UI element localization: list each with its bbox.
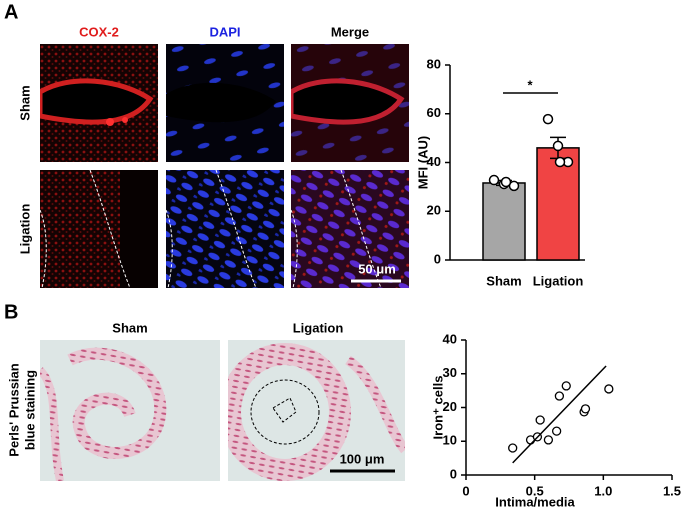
scale-bar-label: 50 μm [358,261,396,276]
column-header: COX-2 [79,24,119,39]
y-tick-label: 10 [443,433,457,448]
data-point [543,435,554,445]
data-point [500,176,512,188]
y-tick-label: 0 [450,466,457,481]
micrograph [228,340,405,481]
data-point [580,404,591,414]
y-tick-label: 80 [427,56,441,71]
micrograph [166,44,284,162]
y-tick-label: 0 [434,251,441,266]
data-point [554,156,566,168]
x-tick-label: 0.5 [526,483,544,498]
column-header: DAPI [209,24,240,39]
panel-label: A [4,1,18,23]
column-header: Ligation [293,320,344,335]
data-point [551,426,562,436]
micrograph [291,170,409,288]
y-tick-label: 40 [427,154,441,169]
data-point [508,443,518,453]
data-point [488,174,500,186]
row-label: Sham [17,85,32,120]
panel-label: B [4,301,18,323]
y-axis-label: MFI (AU) [415,136,430,189]
data-point [535,415,545,425]
y-axis-label: Iron⁺ cells [430,376,445,440]
column-header: Sham [112,320,147,335]
y-tick-label: 40 [443,331,457,346]
y-tick-label: 20 [427,203,441,218]
data-point [604,384,614,394]
y-tick-label: 30 [443,365,457,380]
significance-label: * [527,77,533,92]
y-tick-label: 60 [427,105,441,120]
x-axis-label: Intima/media [495,494,575,509]
row-label: blue staining [22,370,37,450]
micrograph [40,44,158,162]
x-tick-label: 1.5 [663,483,681,498]
scale-bar-label: 100 μm [340,451,385,466]
data-point [552,140,564,152]
x-tick-label: 0 [462,483,469,498]
row-label: Ligation [17,204,32,255]
data-point [542,113,554,125]
column-header: Merge [331,24,369,39]
data-point [554,391,565,401]
trend-line [512,365,607,464]
micrograph [291,44,409,162]
micrograph [166,170,284,288]
x-tick-label: Sham [486,273,521,288]
x-tick-label: 1.0 [594,483,612,498]
data-point [561,381,571,391]
micrograph [40,340,220,481]
bar [482,182,526,261]
x-tick-label: Ligation [533,273,584,288]
y-tick-label: 20 [443,399,457,414]
micrograph [40,170,158,288]
row-label: Perls' Prussian [6,363,21,456]
